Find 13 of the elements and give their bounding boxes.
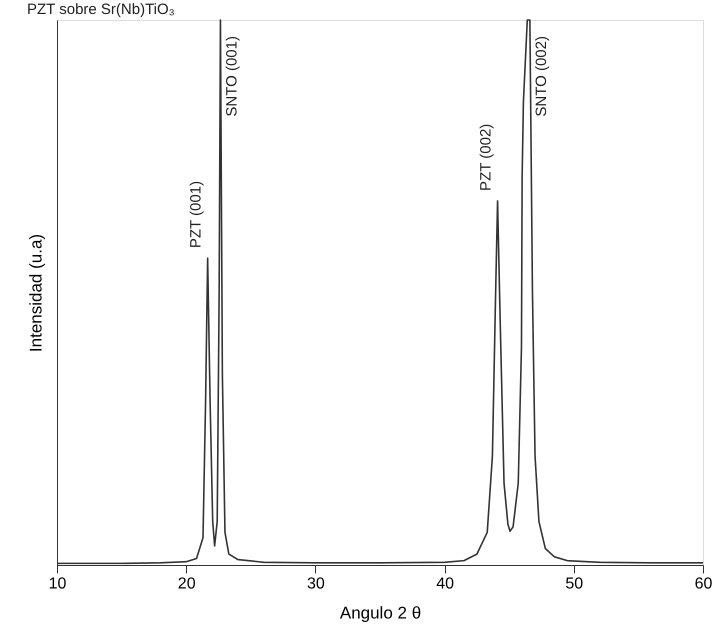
x-axis-title: Angulo 2 θ <box>340 604 422 622</box>
x-tick-label: 30 <box>307 576 325 592</box>
x-tick-label: 10 <box>48 576 66 592</box>
x-tick-label: 40 <box>436 576 454 592</box>
annotation: PZT (001) <box>188 180 205 248</box>
y-axis-title: Intensidad (u.a) <box>26 234 46 352</box>
x-tick-label: 50 <box>565 576 584 592</box>
annotation: SNTO (001) <box>223 36 240 117</box>
x-tick-label: 20 <box>178 576 196 592</box>
x-tick-label: 60 <box>694 576 712 592</box>
annotation: PZT (002) <box>478 124 495 191</box>
annotation: SNTO (002) <box>532 36 550 117</box>
chart-title: PZT sobre Sr(Nb)TiO₃ <box>27 1 175 18</box>
